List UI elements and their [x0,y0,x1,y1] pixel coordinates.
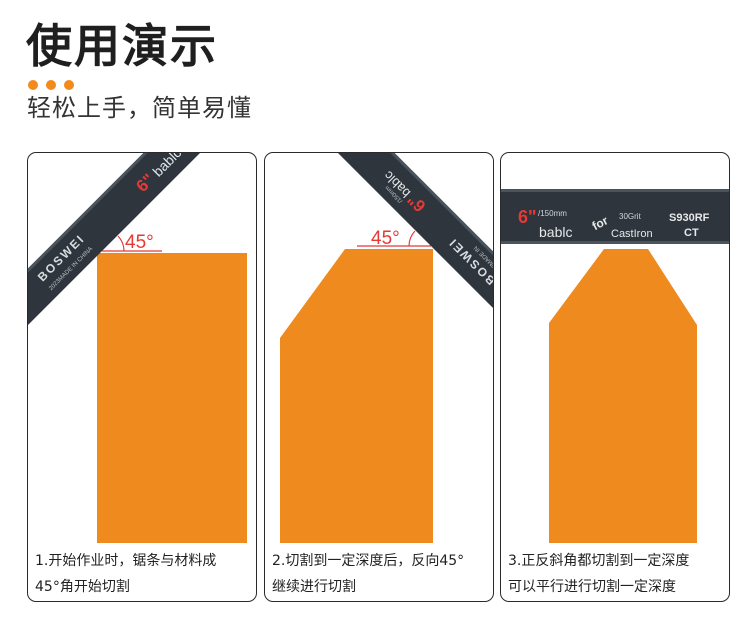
blade-word: bablc [539,224,572,240]
title-dots [28,80,74,90]
caption-line: 继续进行切割 [272,579,356,595]
angle-label: 45° [371,228,400,249]
step-2-illustration: 45° 6" bablc /150mm BOSWEI 2023MADE IN [275,153,493,543]
blade-grit: 30Grit [619,212,642,221]
saw-blade: 6" /150mm bablc for 30Grit CastIron S930… [501,189,729,244]
page-title: 使用演示 [26,19,218,73]
blade-ct: CT [684,227,699,239]
angle-arc [117,235,125,252]
blade-code: S930RF [669,212,710,224]
material-block [97,253,247,543]
page-subtitle: 轻松上手，简单易懂 [27,94,252,122]
angle-arc [408,230,416,247]
material-block [549,249,697,543]
blade-for: for [590,213,611,233]
caption-line: 2.切割到一定深度后，反向45° [272,553,465,569]
blade-size: 6" [518,207,537,227]
dot-decoration [64,80,74,90]
dot-decoration [28,80,38,90]
step-2-caption: 2.切割到一定深度后，反向45° 继续进行切割 [272,548,489,600]
material-block [280,249,433,543]
blade-material: CastIron [611,228,653,240]
demo-panel-step-2: 45° 6" bablc /150mm BOSWEI 2023MADE IN 2… [264,152,494,602]
demo-panel-step-1: 45° BOSWEI 2023MADE IN CHINA 6" bablc 1.… [27,152,257,602]
caption-line: 1.开始作业时，锯条与材料成 [35,553,217,569]
step-3-caption: 3.正反斜角都切割到一定深度 可以平行进行切割一定深度 [508,548,725,600]
caption-line: 可以平行进行切割一定深度 [508,579,676,595]
caption-line: 3.正反斜角都切割到一定深度 [508,553,690,569]
dot-decoration [46,80,56,90]
blade-spec: /150mm [538,209,567,218]
caption-line: 45°角开始切割 [35,579,130,595]
demo-panel-step-3: 6" /150mm bablc for 30Grit CastIron S930… [500,152,730,602]
step-1-caption: 1.开始作业时，锯条与材料成 45°角开始切割 [35,548,252,600]
step-1-illustration: 45° BOSWEI 2023MADE IN CHINA 6" bablc [28,153,247,543]
step-3-illustration: 6" /150mm bablc for 30Grit CastIron S930… [501,189,729,543]
angle-label: 45° [125,232,154,253]
